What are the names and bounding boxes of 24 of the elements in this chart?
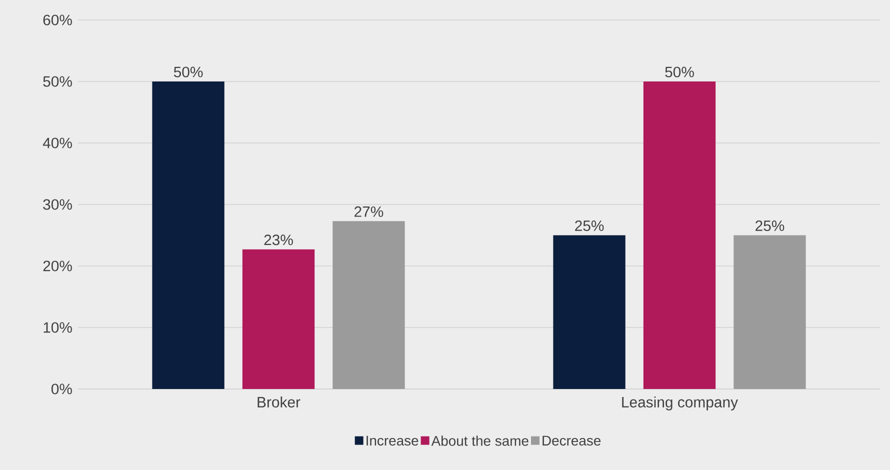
x-tick-label: Broker xyxy=(258,396,300,408)
y-tick-label: 50% xyxy=(43,76,72,87)
x-tick-label: Leasing company xyxy=(622,396,738,410)
y-tick-label: 60% xyxy=(43,14,72,26)
bar xyxy=(734,235,806,389)
bar xyxy=(332,221,405,389)
y-tick-label: 10% xyxy=(44,322,72,333)
y-tick-label: 30% xyxy=(43,199,72,210)
data-label: 50% xyxy=(665,66,694,78)
legend-label: Increase xyxy=(366,436,418,446)
y-tick-label: 0% xyxy=(51,384,72,394)
y-tick-label: 40% xyxy=(42,138,72,148)
data-label: 25% xyxy=(756,220,784,232)
legend-label: About the same xyxy=(431,436,528,446)
bar xyxy=(152,81,224,389)
data-label: 23% xyxy=(264,234,293,246)
bar xyxy=(242,249,315,389)
bar xyxy=(553,235,626,389)
data-label: 25% xyxy=(575,220,604,232)
legend-label: Decrease xyxy=(542,436,601,446)
y-tick-label: 20% xyxy=(43,260,72,272)
data-label: 27% xyxy=(354,206,384,217)
data-label: 50% xyxy=(174,66,203,78)
bar xyxy=(643,81,716,389)
